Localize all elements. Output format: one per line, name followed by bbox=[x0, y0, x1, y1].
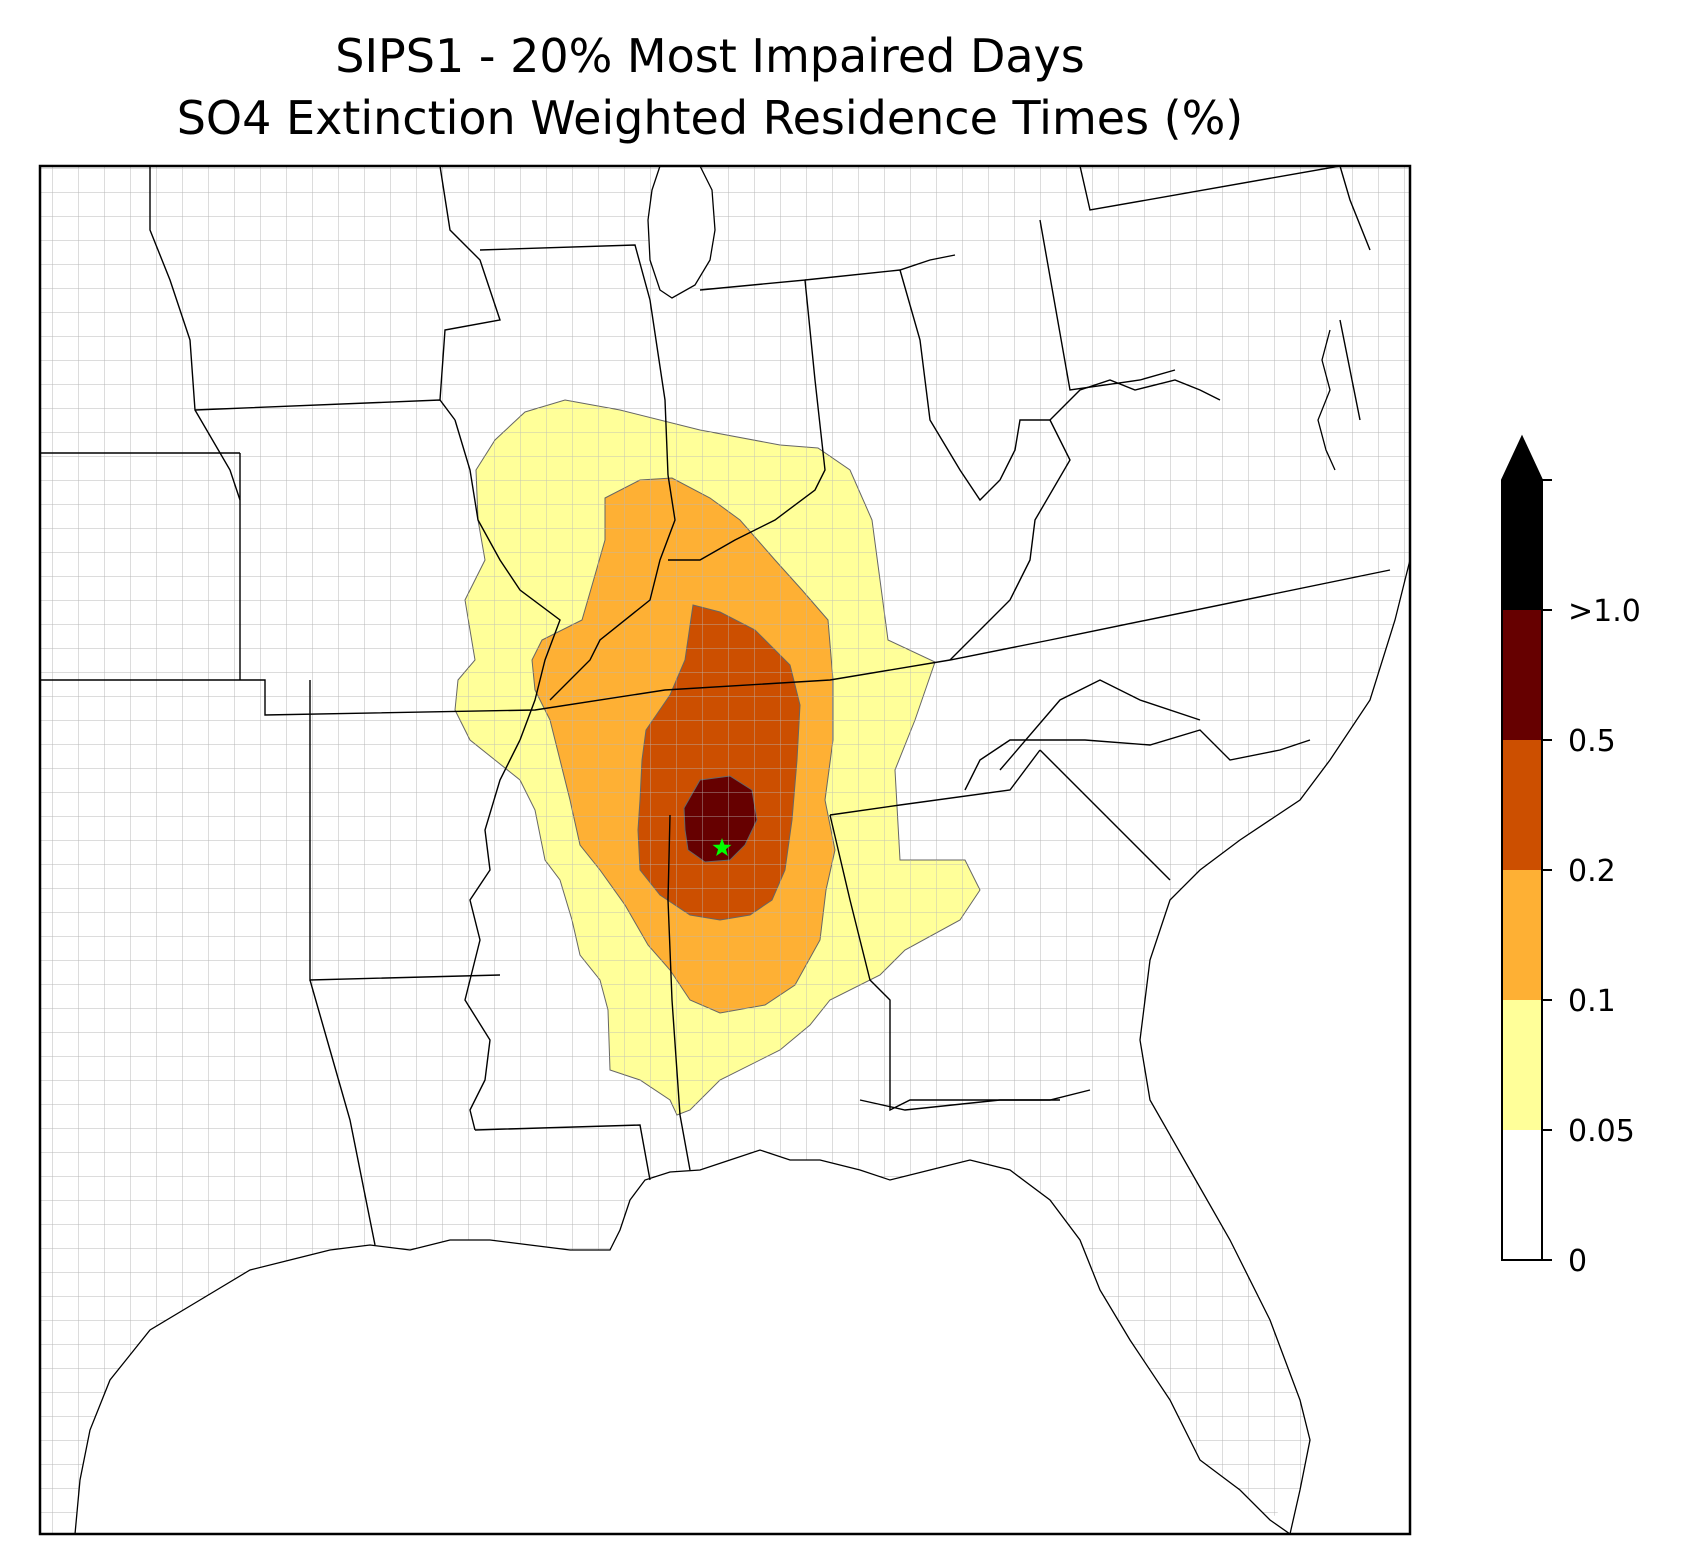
lake-michigan bbox=[647, 166, 716, 299]
gulf-of-mexico bbox=[74, 1149, 1292, 1534]
atlantic-ocean bbox=[1139, 559, 1410, 1534]
colorbar: 0 0.05 0.1 0.2 0.5 >1.0 bbox=[1501, 434, 1641, 1279]
chart-title-line-2: SO4 Extinction Weighted Residence Times … bbox=[176, 91, 1244, 145]
county-overlay bbox=[455, 400, 980, 1115]
colorbar-bin-1 bbox=[1502, 1000, 1542, 1130]
colorbar-tick-label-0: 0 bbox=[1568, 1244, 1587, 1279]
colorbar-bin-4 bbox=[1502, 610, 1542, 740]
colorbar-bin-0 bbox=[1502, 1130, 1542, 1260]
colorbar-bin-2 bbox=[1502, 870, 1542, 1000]
map-area bbox=[40, 166, 1410, 1534]
colorbar-ticks bbox=[1542, 479, 1552, 1261]
colorbar-tick-label-2: 0.1 bbox=[1568, 984, 1616, 1019]
colorbar-tick-label-3: 0.2 bbox=[1568, 854, 1616, 889]
colorbar-tick-label-4: 0.5 bbox=[1568, 724, 1616, 759]
colorbar-bin-3 bbox=[1502, 740, 1542, 870]
colorbar-outline bbox=[1501, 434, 1543, 1261]
map-frame bbox=[38, 164, 1412, 1536]
chart-title-line-1: SIPS1 - 20% Most Impaired Days bbox=[335, 29, 1085, 83]
state-borders bbox=[40, 166, 1391, 1246]
colorbar-bin-5 bbox=[1502, 437, 1542, 610]
site-star-icon bbox=[712, 838, 732, 856]
colorbar-tick-label-1: 0.05 bbox=[1568, 1114, 1635, 1149]
chesapeake-bay bbox=[1317, 329, 1336, 471]
colorbar-tick-label-5: >1.0 bbox=[1568, 594, 1641, 629]
